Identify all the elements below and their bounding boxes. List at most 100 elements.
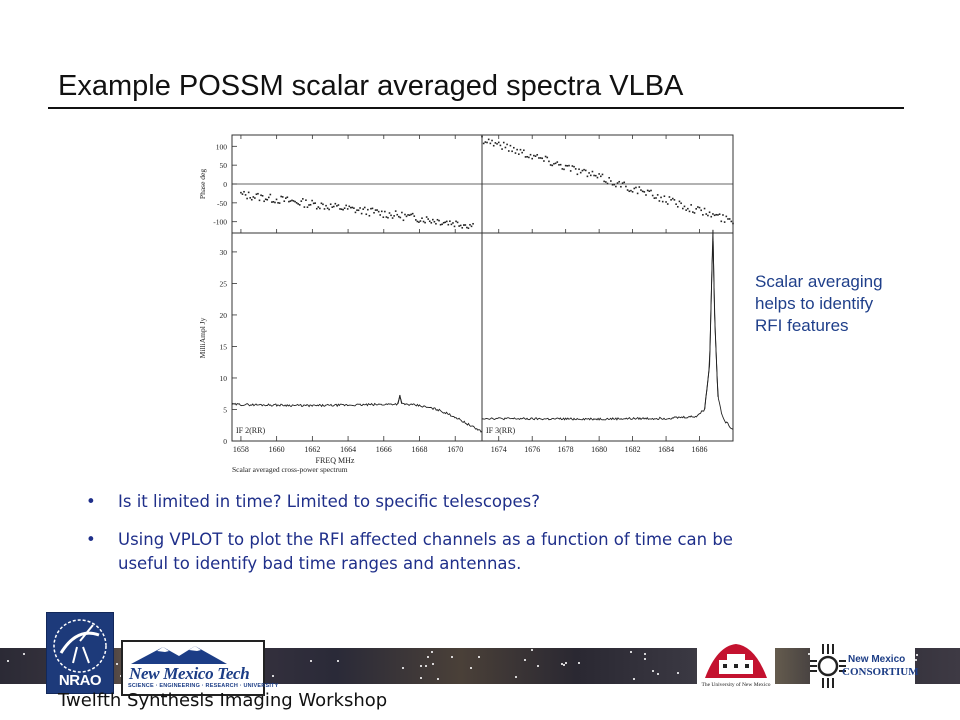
star-dot [450, 656, 453, 659]
x-tick-label: 1684 [658, 445, 674, 454]
phase-point [502, 141, 505, 144]
phase-point [528, 156, 530, 159]
slide-title: Example POSSM scalar averaged spectra VL… [58, 70, 684, 102]
phase-point [402, 219, 405, 222]
nmc-logo-line-1: New Mexico [848, 654, 906, 665]
phase-point [470, 225, 473, 228]
phase-point [351, 206, 354, 209]
phase-point [564, 164, 567, 167]
phase-point [328, 208, 330, 211]
phase-point [586, 175, 589, 178]
phase-point [501, 148, 503, 150]
amplitude-spike-segment [704, 365, 711, 410]
phase-point [556, 161, 559, 163]
phase-point [523, 149, 525, 152]
phase-point [311, 199, 313, 202]
y-tick-label: 5 [223, 405, 227, 414]
phase-point [628, 190, 631, 193]
star-dot [632, 677, 635, 680]
phase-point [286, 196, 289, 199]
phase-point [703, 207, 706, 210]
phase-point [309, 203, 312, 206]
phase-point [312, 202, 315, 205]
phase-point [337, 204, 340, 206]
phase-point [653, 197, 656, 199]
phase-point [424, 221, 426, 224]
phase-point [695, 208, 697, 210]
phase-point [511, 150, 513, 153]
phase-point [275, 198, 278, 201]
phase-point [554, 162, 557, 165]
phase-point [404, 213, 406, 216]
phase-point [692, 211, 694, 213]
phase-point [449, 220, 451, 223]
phase-point [710, 215, 713, 218]
phase-point [732, 222, 734, 225]
phase-point [539, 157, 542, 159]
phase-point [688, 210, 691, 213]
phase-point [461, 227, 464, 229]
phase-point [640, 189, 642, 191]
phase-point [650, 189, 652, 192]
phase-point [367, 208, 369, 211]
phase-point [593, 174, 595, 177]
phase-point [345, 204, 347, 207]
phase-point [325, 204, 327, 207]
phase-point [255, 193, 258, 196]
phase-point [551, 164, 554, 167]
star-dot [524, 659, 527, 662]
phase-point [621, 182, 624, 184]
phase-point [643, 191, 646, 193]
nmt-logo-title: New Mexico Tech [129, 664, 250, 683]
x-tick-label: 1666 [376, 445, 392, 454]
phase-point [410, 213, 412, 216]
phase-point [568, 164, 570, 167]
phase-point [673, 199, 676, 201]
phase-point [455, 220, 457, 223]
star-dot [477, 655, 480, 658]
phase-point [482, 142, 485, 145]
bullet-list: • Is it limited in time? Limited to spec… [86, 490, 886, 590]
x-tick-label: 1662 [304, 445, 320, 454]
phase-point [712, 213, 714, 215]
phase-point [499, 144, 502, 147]
phase-point [641, 190, 644, 193]
phase-point [421, 217, 423, 219]
phase-point [416, 220, 419, 223]
star-dot [469, 667, 472, 670]
phase-point [353, 207, 355, 209]
phase-point [472, 222, 474, 225]
star-dot [420, 676, 423, 679]
phase-point [660, 196, 662, 199]
phase-point [591, 170, 594, 173]
phase-point [415, 219, 417, 221]
phase-point [441, 223, 443, 226]
phase-point [598, 173, 600, 175]
panel-label: IF 3(RR) [486, 426, 515, 435]
phase-point [263, 200, 265, 203]
phase-point [427, 218, 429, 220]
phase-point [450, 223, 453, 226]
x-tick-label: 1668 [412, 445, 428, 454]
new-mexico-tech-logo: New Mexico Tech SCIENCE · ENGINEERING · … [121, 640, 278, 696]
y-tick-label: 0 [223, 437, 227, 446]
phase-point [278, 202, 281, 204]
phase-point [360, 212, 363, 215]
phase-point [362, 208, 364, 210]
phase-point [531, 157, 533, 160]
y-tick-label: 0 [223, 180, 227, 189]
phase-point [339, 208, 341, 210]
phase-point [397, 215, 400, 218]
phase-point [257, 192, 259, 195]
phase-point [447, 223, 450, 226]
phase-point [469, 223, 471, 226]
bullet-item: • Is it limited in time? Limited to spec… [86, 490, 886, 514]
phase-point [702, 214, 704, 216]
star-dot [437, 677, 440, 680]
phase-point [497, 141, 500, 144]
phase-point [697, 206, 699, 208]
amplitude-panel-frame [481, 232, 734, 442]
phase-point [666, 203, 669, 205]
phase-point [526, 155, 528, 158]
